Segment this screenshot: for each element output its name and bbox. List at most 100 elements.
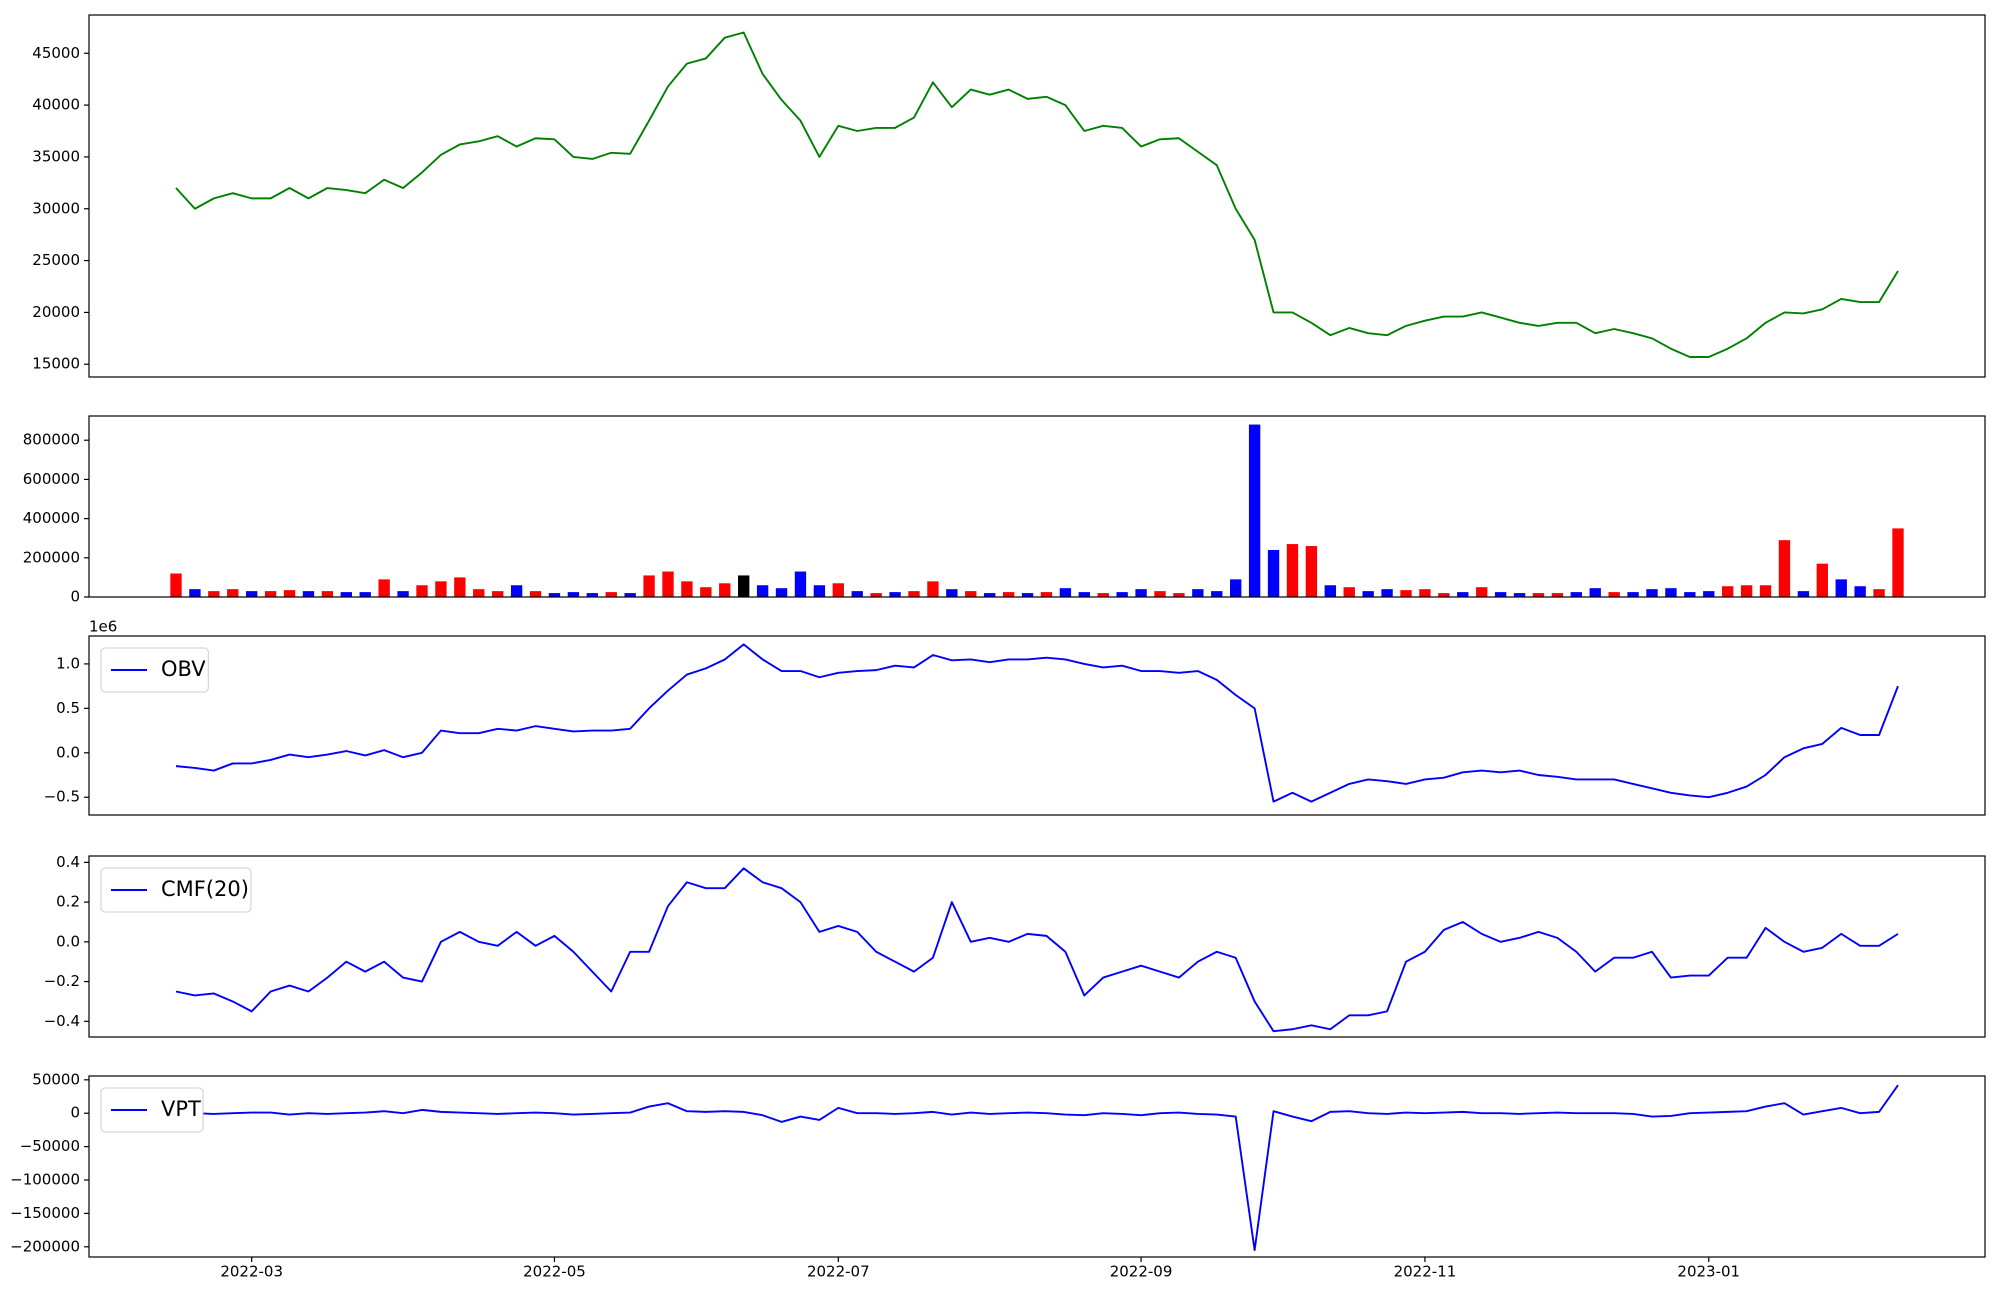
- y-tick-label: 15000: [32, 355, 80, 373]
- y-tick-label: 40000: [32, 96, 80, 114]
- volume-bar: [1400, 590, 1412, 597]
- panel: −0.4 −0.2 0.0 0.2 0.4 CMF(20): [44, 853, 1986, 1038]
- volume-bar: [1570, 592, 1582, 597]
- y-tick-label: 35000: [32, 147, 80, 165]
- volume-bar: [1892, 528, 1904, 597]
- volume-bar: [775, 588, 788, 597]
- volume-bar: [1835, 579, 1847, 597]
- volume-bar: [1021, 593, 1034, 597]
- y-tick-label: 600000: [23, 470, 80, 488]
- y-tick-label: 25000: [32, 251, 80, 269]
- volume-bar: [1873, 589, 1885, 597]
- volume-bar: [208, 591, 220, 597]
- x-tick-label: 2022-03: [220, 1263, 283, 1281]
- y-tick-label: 20000: [32, 303, 80, 321]
- volume-bar: [492, 591, 504, 597]
- volume-bar: [946, 589, 958, 597]
- y-tick-label: 0: [70, 1104, 80, 1122]
- axes-frame: [88, 415, 1986, 598]
- x-tick-label: 2022-07: [807, 1263, 870, 1281]
- volume-bar: [1476, 587, 1488, 597]
- legend-box: [100, 647, 209, 693]
- volume-bar: [1854, 586, 1866, 597]
- panel: −200000 −150000 −100000 −50000 0 50000 2022-03…: [10, 1070, 1986, 1281]
- volume-bar: [870, 593, 882, 597]
- y-tick-label: 0.2: [56, 893, 80, 911]
- y-tick-label: 800000: [23, 431, 80, 449]
- volume-bar: [1040, 592, 1053, 597]
- volume-bar: [1305, 546, 1318, 597]
- y-tick-label: −100000: [10, 1171, 80, 1189]
- panel: 15000 20000 25000 30000 35000 40000 45000: [32, 14, 1986, 378]
- volume-bar: [359, 592, 371, 597]
- legend-label: CMF(20): [161, 877, 249, 901]
- volume-bar: [1627, 592, 1639, 597]
- y-tick-label: −0.4: [44, 1012, 80, 1030]
- y-tick-label: 50000: [32, 1070, 80, 1088]
- volume-bar: [1494, 592, 1507, 597]
- volume-bar: [889, 592, 901, 597]
- axes-frame: [88, 14, 1986, 378]
- volume-bar: [1381, 589, 1393, 597]
- volume-bar: [1457, 592, 1469, 597]
- legend-box: [100, 1087, 204, 1133]
- y-tick-label: 0: [70, 588, 80, 606]
- legend-label: VPT: [161, 1097, 201, 1121]
- volume-bar: [1816, 563, 1828, 597]
- volume-bar: [170, 573, 182, 597]
- legend-box: [100, 867, 252, 913]
- volume-bar: [1665, 588, 1677, 597]
- volume-bar: [246, 591, 258, 597]
- volume-bar: [1324, 585, 1336, 597]
- price-line: [175, 31, 1899, 358]
- volume-bar: [1230, 579, 1242, 597]
- volume-bar: [681, 581, 693, 597]
- axes-frame: [88, 635, 1986, 816]
- volume-bar: [548, 593, 561, 597]
- volume-bar: [813, 585, 826, 597]
- y-tick-label: −0.5: [44, 788, 80, 806]
- volume-bar: [643, 575, 655, 597]
- y-tick-label: 200000: [23, 548, 80, 566]
- legend-label: OBV: [161, 657, 206, 681]
- legend: CMF(20): [100, 867, 252, 913]
- axis-offset-text: 1e6: [89, 618, 117, 636]
- volume-bar: [1343, 587, 1355, 597]
- volume-bar: [1135, 589, 1147, 597]
- volume-bar: [227, 589, 239, 597]
- volume-bar: [1097, 593, 1109, 597]
- y-tick-label: 1.0: [56, 654, 80, 672]
- y-tick-label: −200000: [10, 1237, 80, 1255]
- y-tick-label: 0.0: [56, 932, 80, 950]
- legend: VPT: [100, 1087, 204, 1133]
- volume-bar: [605, 592, 617, 597]
- axes-frame: [88, 855, 1986, 1038]
- volume-bar: [1248, 424, 1261, 597]
- volume-bar: [965, 591, 977, 597]
- volume-bar: [908, 591, 920, 597]
- volume-bar: [1646, 589, 1658, 597]
- volume-bar: [851, 591, 863, 597]
- volume-bar: [435, 581, 447, 597]
- volume-bar: [189, 589, 201, 597]
- y-tick-label: 30000: [32, 199, 80, 217]
- volume-bar: [302, 591, 315, 597]
- x-tick-label: 2022-09: [1110, 1263, 1173, 1281]
- volume-bar: [416, 585, 428, 597]
- volume-bar: [1608, 592, 1620, 597]
- y-tick-label: −150000: [10, 1204, 80, 1222]
- volume-bar: [1078, 592, 1090, 597]
- volume-bar: [1589, 588, 1601, 597]
- volume-bar: [1116, 592, 1128, 597]
- volume-bar: [1362, 591, 1374, 597]
- x-tick-label: 2023-01: [1677, 1263, 1740, 1281]
- volume-bar: [1740, 585, 1753, 597]
- volume-bar: [662, 571, 674, 597]
- volume-bar: [1154, 591, 1166, 597]
- x-tick-label: 2022-05: [523, 1263, 586, 1281]
- volume-bar: [719, 583, 731, 597]
- y-tick-label: 0.0: [56, 743, 80, 761]
- axes-frame: [88, 1075, 1986, 1258]
- volume-bar: [1173, 593, 1185, 597]
